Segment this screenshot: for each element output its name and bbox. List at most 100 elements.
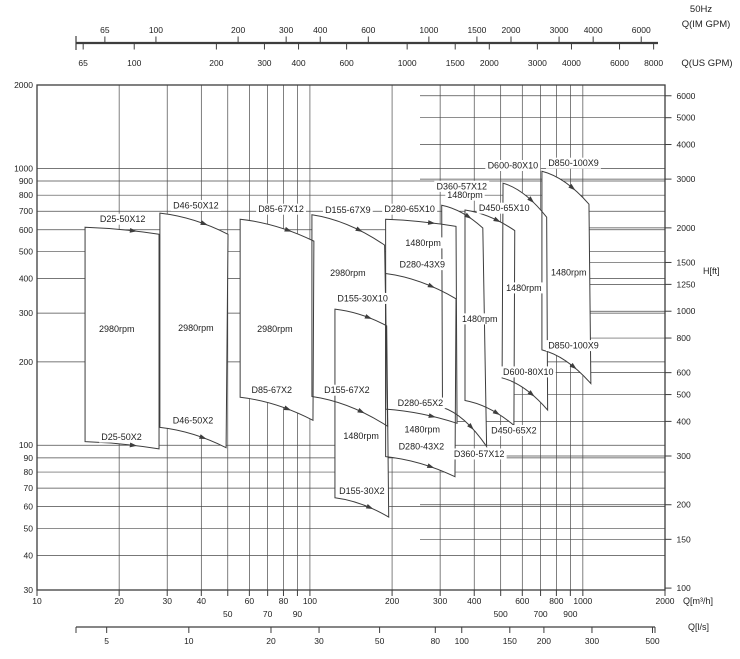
model-label: D360-57X12	[454, 449, 505, 459]
tick-label: 800	[549, 596, 563, 606]
flow-m3h-axis-label: Q[m³/h]	[683, 596, 713, 606]
tick-label: 1500	[446, 58, 465, 68]
tick-label: 30	[162, 596, 172, 606]
tick-label: 800	[19, 190, 33, 200]
tick-label: 6000	[677, 91, 696, 101]
tick-label: 500	[494, 609, 508, 619]
curve-arrow-icon	[364, 314, 373, 319]
model-label: 1480rpm	[462, 314, 498, 324]
tick-label: 1000	[573, 596, 592, 606]
tick-label: 30	[24, 585, 34, 595]
tick-label: 50	[223, 609, 233, 619]
tick-label: 200	[209, 58, 223, 68]
curve-arrow-icon	[283, 405, 292, 411]
tick-label: 1250	[677, 279, 696, 289]
tick-label: 80	[279, 596, 289, 606]
tick-label: 1000	[398, 58, 417, 68]
label-backing	[504, 282, 544, 294]
tick-label: 900	[19, 176, 33, 186]
tick-label: 600	[515, 596, 529, 606]
tick-label: 1500	[677, 257, 696, 267]
tick-label: 65	[100, 25, 110, 35]
tick-label: 400	[313, 25, 327, 35]
model-label: D850-100X9	[548, 158, 599, 168]
curve-arrow-icon	[492, 409, 501, 416]
tick-label: 900	[563, 609, 577, 619]
curve-arrow-icon	[198, 434, 207, 439]
tick-label: 1000	[14, 163, 33, 173]
label-backing	[328, 267, 368, 279]
tick-label: 800	[677, 333, 691, 343]
curve-arrow-icon	[493, 216, 501, 223]
tick-label: 300	[585, 636, 599, 646]
plot-border	[36, 84, 666, 591]
tick-label: 60	[24, 502, 34, 512]
label-backing	[451, 448, 507, 460]
tick-label: 300	[279, 25, 293, 35]
tick-label: 150	[677, 534, 691, 544]
us-gpm-axis-label: Q(US GPM)	[681, 58, 732, 69]
tick-label: 90	[24, 453, 34, 463]
tick-label: 700	[19, 206, 33, 216]
envelope-fill-d155-30	[334, 309, 389, 518]
tick-label: 70	[24, 483, 34, 493]
model-label: D360-57X12	[436, 181, 487, 191]
tick-label: 4000	[584, 25, 603, 35]
model-label: 1480rpm	[447, 190, 483, 200]
tick-label: 400	[19, 274, 33, 284]
curve-arrow-icon	[527, 196, 535, 203]
model-label: 1480rpm	[404, 424, 440, 434]
tick-label: 600	[677, 368, 691, 378]
model-label: D155-67X2	[324, 385, 370, 395]
tick-label: 1000	[677, 306, 696, 316]
curve-arrow-icon	[365, 503, 374, 510]
envelope-d155-30	[334, 308, 390, 518]
tick-label: 200	[231, 25, 245, 35]
tick-label: 200	[537, 636, 551, 646]
label-backing	[322, 204, 373, 216]
label-backing	[249, 384, 295, 396]
model-label: 2980rpm	[330, 268, 366, 278]
label-backing	[549, 266, 589, 278]
curve-arrow-icon	[467, 422, 474, 430]
tick-label: 400	[677, 416, 691, 426]
curve-arrow-icon	[426, 463, 435, 468]
model-label: D85-67X12	[258, 204, 304, 214]
tick-label: 80	[431, 636, 441, 646]
curve-arrow-icon	[200, 220, 208, 226]
tick-label: 100	[149, 25, 163, 35]
label-backing	[403, 237, 443, 249]
model-label: D280-65X2	[398, 398, 444, 408]
envelope-d360-57	[441, 204, 488, 449]
tick-label: 2000	[656, 596, 675, 606]
envelope-fills	[85, 171, 591, 518]
tick-label: 40	[197, 596, 207, 606]
envelope-d85-67	[239, 218, 315, 422]
envelope-fill-d25-50	[85, 227, 160, 449]
label-backing	[255, 323, 295, 335]
top-axis-gpm: 65 100 200 300 400 600 1000 1500 2000 3000 4000 600…	[75, 25, 663, 68]
frequency-label: 50Hz	[690, 4, 712, 15]
tick-label: 5000	[677, 113, 696, 123]
envelope-fill-d600-80	[502, 183, 548, 411]
label-backing	[489, 425, 539, 437]
tick-label: 1500	[467, 25, 486, 35]
tick-label: 3000	[677, 174, 696, 184]
tick-label: 400	[291, 58, 305, 68]
curve-arrow-icon	[464, 212, 472, 219]
envelope-fill-d85-67	[240, 219, 314, 421]
tick-label: 10	[32, 596, 42, 606]
curve-arrow-icon	[284, 226, 292, 232]
curve-arrow-icon	[428, 413, 436, 418]
model-label: 2980rpm	[257, 324, 293, 334]
label-backing	[395, 397, 446, 409]
curve-arrow-icon	[129, 228, 138, 233]
tick-label: 500	[19, 247, 33, 257]
model-label: D600-80X10	[503, 367, 554, 377]
tick-label: 2000	[14, 80, 33, 90]
tick-label: 50	[375, 636, 385, 646]
tick-label: 3000	[550, 25, 569, 35]
tick-label: 80	[24, 467, 34, 477]
